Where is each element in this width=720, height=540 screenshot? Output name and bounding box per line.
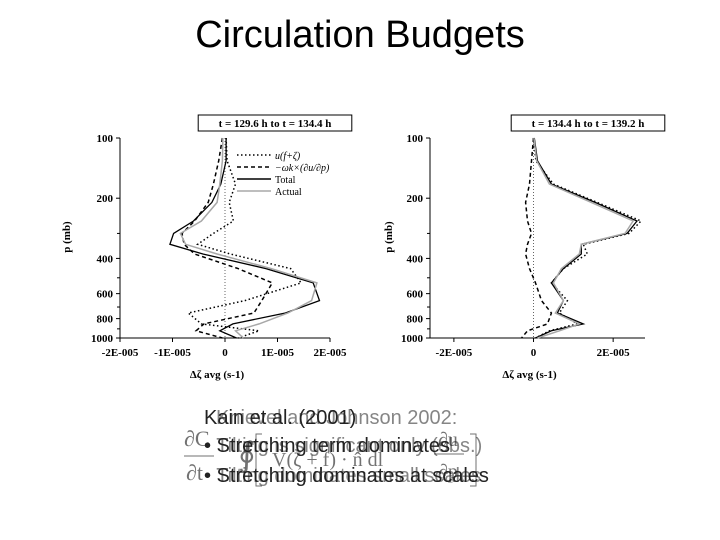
overlay-line-5: • Stretching dominates at scales: [204, 465, 489, 487]
series-line-3: [169, 138, 321, 339]
x-tick-label: 1E-005: [261, 347, 295, 359]
y-tick-label: 200: [407, 193, 424, 205]
y-tick-label: 800: [97, 314, 114, 326]
overlay-line-2: Knievel and Johnson 2002:: [216, 407, 458, 429]
chart-title: t = 134.4 h to t = 139.2 h: [532, 118, 645, 130]
legend-label: Actual: [275, 187, 302, 198]
y-axis-label: p (mb): [61, 221, 73, 253]
y-tick-label: 400: [407, 253, 424, 265]
y-tick-label: 1000: [91, 333, 114, 345]
svg-text:∂t: ∂t: [186, 460, 203, 485]
slide-title: Circulation Budgets: [195, 14, 525, 56]
chart-title: t = 129.6 h to t = 134.4 h: [219, 118, 332, 130]
svg-text:V(ζ + f) · n̂ dl: V(ζ + f) · n̂ dl: [272, 449, 384, 471]
chart-title-box: [197, 114, 353, 132]
svg-text:∮: ∮: [238, 437, 256, 474]
y-tick-label: 100: [407, 133, 424, 145]
x-tick-label: 2E-005: [314, 347, 348, 359]
y-tick-label: 600: [97, 289, 114, 301]
y-tick-label: 200: [97, 193, 114, 205]
x-tick-label: -2E-005: [436, 347, 473, 359]
overlay-line-3: • Stretching term dominates: [204, 435, 450, 457]
chart-title-box: [510, 114, 666, 132]
x-axis-label: Δζ avg (s-1): [502, 369, 557, 381]
series-line-2: [521, 137, 553, 339]
y-tick-label: 400: [97, 253, 114, 265]
series-line-4: [179, 137, 318, 339]
overlay-line-1: Kain et al. (2001): [204, 407, 357, 429]
series-line-1: [532, 137, 643, 339]
x-axis-label: Δζ avg (s-1): [190, 369, 245, 381]
chart-panel-1: t = 129.6 h to t = 134.4 h 100 200 400 600 80…: [61, 114, 353, 381]
series-line-2: [181, 137, 274, 339]
x-tick-label: 0: [222, 347, 228, 359]
series-line-4: [533, 137, 635, 339]
y-tick-label: 100: [97, 133, 114, 145]
legend-label: u(f+ζ): [275, 151, 301, 162]
y-axis-label: p (mb): [383, 221, 395, 253]
overlay-line-4: • Tilting is significant only (obs.): [204, 435, 483, 457]
x-tick-label: -1E-005: [154, 347, 191, 359]
svg-text:∂C: ∂C: [184, 426, 210, 451]
svg-text:∂p: ∂p: [438, 461, 458, 483]
x-tick-label: -2E-005: [102, 347, 139, 359]
y-tick-label: 800: [407, 314, 424, 326]
overlay-line-6: • Tilting dominates small scales: [204, 465, 482, 487]
series-line-3: [533, 137, 639, 339]
y-tick-label: 1000: [401, 333, 424, 345]
x-tick-label: 2E-005: [597, 347, 631, 359]
y-tick-label: 600: [407, 289, 424, 301]
svg-text:∂u: ∂u: [438, 429, 458, 451]
circulation-equation-image: ∂C ∂t ∮ V(ζ + f) · n̂ dl ∂u ∂p: [184, 426, 477, 487]
legend-label: Total: [275, 175, 296, 186]
x-tick-label: 0: [531, 347, 537, 359]
legend-label: −ωk×(∂u/∂p): [275, 163, 330, 174]
chart-panel-2: t = 134.4 h to t = 139.2 h 100 200 400 600 80…: [383, 114, 666, 381]
